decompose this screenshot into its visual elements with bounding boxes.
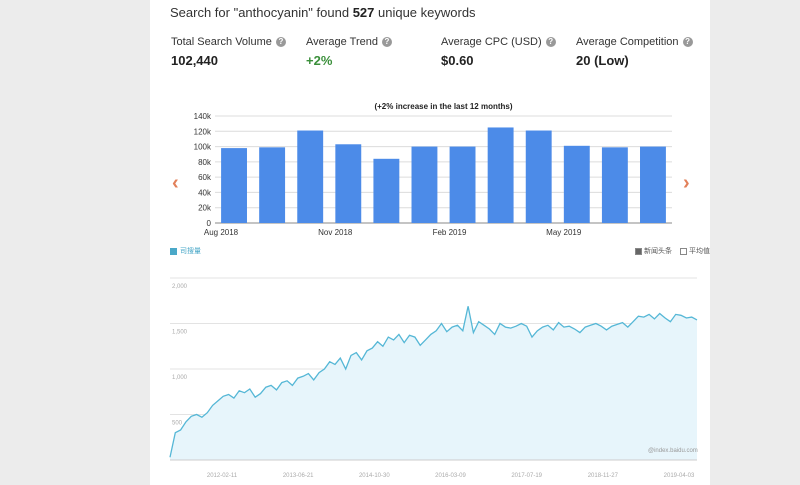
- bar: [640, 146, 666, 223]
- x-tick-label: 2018-11-27: [588, 473, 619, 479]
- bar: [373, 158, 400, 223]
- metric-label: Average Competition: [576, 36, 679, 48]
- x-tick-label: Nov 2018: [318, 228, 353, 237]
- checkbox-icon[interactable]: [635, 247, 642, 255]
- search-result-headline: Search for "anthocyanin" found 527 uniqu…: [170, 5, 476, 20]
- metric-average-trend: Average Trend? +2%: [306, 36, 392, 68]
- metric-average-competition: Average Competition? 20 (Low): [576, 36, 693, 68]
- metric-average-cpc: Average CPC (USD)? $0.60: [441, 36, 556, 68]
- help-icon[interactable]: ?: [275, 37, 286, 47]
- x-tick-label: 2012-02-11: [207, 473, 238, 479]
- x-tick-label: Feb 2019: [433, 228, 467, 237]
- x-tick-label: 2013-06-21: [283, 473, 314, 479]
- keyword-count: 527: [352, 5, 375, 20]
- bar: [335, 144, 362, 223]
- y-tick-label: 20k: [198, 204, 212, 213]
- x-tick-label: Aug 2018: [204, 228, 239, 237]
- x-tick-label: 2016-03-09: [435, 473, 466, 479]
- bar: [221, 148, 247, 223]
- bar: [297, 130, 324, 223]
- y-tick-label: 2,000: [172, 284, 188, 290]
- chart-title: (+2% increase in the last 12 months): [374, 102, 512, 111]
- y-tick-label: 1,500: [172, 330, 188, 336]
- y-tick-label: 1,000: [172, 375, 188, 381]
- headline-suffix: unique keywords: [374, 5, 476, 20]
- y-tick-label: 40k: [198, 188, 212, 197]
- bar: [259, 147, 286, 223]
- legend-toggles: 新闻头条 平均值: [635, 246, 710, 256]
- y-tick-label: 80k: [198, 158, 212, 167]
- y-tick-label: 120k: [194, 127, 212, 136]
- y-tick-label: 500: [172, 421, 183, 427]
- bar: [487, 127, 514, 223]
- metric-value: +2%: [306, 53, 333, 68]
- checkbox-icon[interactable]: [680, 247, 687, 255]
- help-icon[interactable]: ?: [381, 37, 392, 47]
- y-tick-label: 60k: [198, 173, 212, 182]
- source-note: @index.baidu.com: [648, 448, 698, 454]
- headline-prefix: Search for "anthocyanin" found: [170, 5, 353, 20]
- bar: [525, 130, 552, 223]
- metric-value: 102,440: [171, 53, 218, 68]
- bar: [601, 147, 628, 223]
- y-tick-label: 100k: [194, 143, 212, 152]
- help-icon[interactable]: ?: [682, 37, 693, 47]
- series-line: [169, 306, 698, 458]
- metric-value: 20 (Low): [576, 53, 629, 68]
- toggle-label: 平均值: [689, 248, 710, 255]
- bar: [411, 146, 438, 223]
- toggle-label: 新闻头条: [644, 248, 672, 255]
- x-tick-label: 2019-04-03: [664, 473, 695, 479]
- y-tick-label: 0: [207, 219, 212, 228]
- legend-series-label: 司搜量: [180, 248, 201, 255]
- metric-label: Total Search Volume: [171, 36, 272, 48]
- toggle-headlines[interactable]: 新闻头条: [635, 246, 672, 256]
- x-tick-label: 2014-10-30: [359, 473, 390, 479]
- legend-swatch: [170, 247, 177, 255]
- y-tick-label: 140k: [194, 112, 212, 121]
- metric-total-search-volume: Total Search Volume? 102,440: [171, 36, 286, 68]
- chevron-right-icon[interactable]: ›: [683, 172, 690, 194]
- x-tick-label: 2017-07-19: [511, 473, 542, 479]
- bar: [449, 146, 476, 223]
- line-chart-legend[interactable]: 司搜量: [170, 246, 201, 256]
- help-icon[interactable]: ?: [545, 37, 556, 47]
- area-fill: [170, 306, 697, 460]
- chevron-left-icon[interactable]: ‹: [172, 172, 179, 194]
- metric-label: Average Trend: [306, 36, 378, 48]
- bar: [563, 145, 590, 223]
- toggle-average[interactable]: 平均值: [680, 246, 710, 256]
- x-tick-label: May 2019: [546, 228, 582, 237]
- metric-value: $0.60: [441, 53, 474, 68]
- metric-label: Average CPC (USD): [441, 36, 542, 48]
